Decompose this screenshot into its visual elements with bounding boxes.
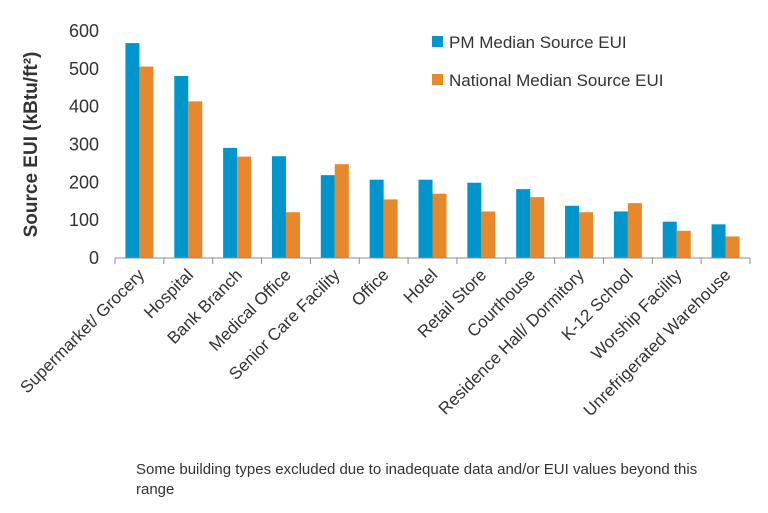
bar-national-7 (481, 211, 496, 258)
bar-national-4 (334, 164, 349, 258)
y-tick-label: 500 (69, 59, 99, 79)
bar-pm-12 (711, 224, 726, 258)
bar-pm-0 (125, 43, 140, 259)
legend-swatch-pm (432, 36, 443, 47)
bar-national-6 (432, 193, 447, 258)
bar-national-11 (676, 230, 691, 258)
bar-pm-11 (662, 221, 677, 258)
bar-pm-1 (174, 76, 189, 258)
y-tick-label: 0 (89, 248, 99, 268)
y-tick-label: 100 (69, 210, 99, 230)
x-tick-label: Office (348, 265, 393, 310)
legend-label-pm: PM Median Source EUI (449, 33, 627, 52)
bar-national-5 (383, 199, 398, 258)
bar-chart: Source EUI (kBtu/ft²) 0 100 200 300 400 500 600… (17, 21, 751, 420)
bar-national-9 (579, 212, 594, 258)
bar-national-2 (237, 156, 252, 258)
bar-national-1 (188, 101, 203, 259)
bar-pm-8 (516, 189, 531, 258)
legend-swatch-national (432, 74, 443, 85)
y-tick-label: 200 (69, 172, 99, 192)
chart-footnote: Some building types excluded due to inad… (136, 461, 698, 498)
bar-pm-3 (271, 156, 286, 258)
y-axis-label: Source EUI (kBtu/ft²) (21, 52, 42, 238)
x-tick-label: Supermarket/ Grocery (17, 265, 149, 397)
bar-pm-9 (565, 205, 580, 258)
legend-label-national: National Median Source EUI (449, 71, 664, 90)
bar-national-3 (285, 212, 300, 258)
bar-pm-5 (369, 179, 384, 258)
bar-pm-2 (223, 147, 238, 258)
bar-national-12 (725, 236, 740, 258)
bar-pm-6 (418, 179, 433, 258)
bar-pm-4 (320, 175, 335, 258)
bar-national-10 (627, 203, 642, 258)
y-tick-label: 400 (69, 97, 99, 117)
y-tick-label: 600 (69, 21, 99, 41)
bar-pm-10 (613, 211, 628, 258)
bar-national-8 (530, 197, 545, 258)
bar-national-0 (139, 66, 154, 259)
y-tick-label: 300 (69, 135, 99, 155)
bar-pm-7 (467, 182, 482, 258)
x-tick-label: Hotel (400, 265, 441, 306)
